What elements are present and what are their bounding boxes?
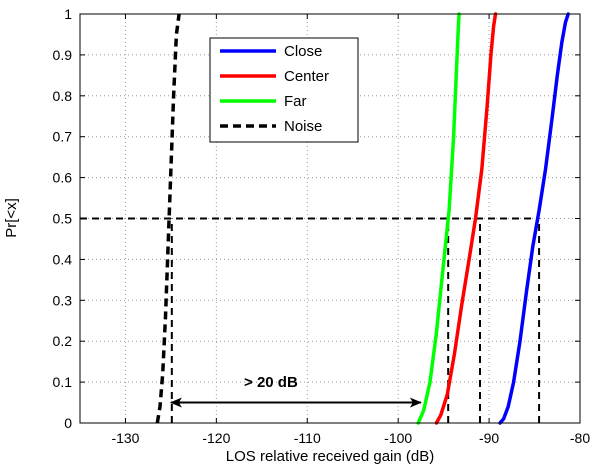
reference-lines xyxy=(80,217,541,423)
y-tick-label: 0 xyxy=(64,415,72,431)
y-tick-label: 0.3 xyxy=(53,292,73,308)
y-axis-label: Pr[<x] xyxy=(3,198,20,238)
series-far-line xyxy=(416,12,461,425)
y-tick-label: 0.2 xyxy=(53,333,73,349)
series-close-line xyxy=(498,12,570,425)
y-tick-label: 0.1 xyxy=(53,374,73,390)
y-tick-label: 0.7 xyxy=(53,129,73,145)
y-tick-label: 1 xyxy=(64,6,72,22)
legend-label-close: Close xyxy=(284,43,322,60)
series-group xyxy=(155,12,570,425)
x-tick-label: -100 xyxy=(384,430,412,446)
x-tick-label: -80 xyxy=(570,430,590,446)
annotation: > 20 dB xyxy=(169,374,422,408)
y-tick-label: 0.9 xyxy=(53,47,73,63)
x-tick-label: -90 xyxy=(479,430,499,446)
gap-annotation-label: > 20 dB xyxy=(244,374,298,391)
series-noise-line xyxy=(155,13,181,424)
legend: Close Center Far Noise xyxy=(209,37,359,143)
axis-ticks: -130 -120 -110 -100 -90 -80 0 0.1 0.2 0.3 0.4 0.5 0.… xyxy=(53,6,591,446)
x-tick-label: -110 xyxy=(294,430,321,446)
x-tick-label: -130 xyxy=(111,430,139,446)
legend-label-noise: Noise xyxy=(284,118,322,135)
series-center-line xyxy=(434,12,498,425)
x-tick-label: -120 xyxy=(202,430,230,446)
y-tick-label: 0.5 xyxy=(53,211,73,227)
y-tick-label: 0.6 xyxy=(53,170,73,186)
legend-label-far: Far xyxy=(284,93,307,110)
legend-label-center: Center xyxy=(284,68,329,85)
y-tick-label: 0.4 xyxy=(53,251,73,267)
y-tick-label: 0.8 xyxy=(53,88,73,104)
x-axis-label: LOS relative received gain (dB) xyxy=(226,448,434,465)
